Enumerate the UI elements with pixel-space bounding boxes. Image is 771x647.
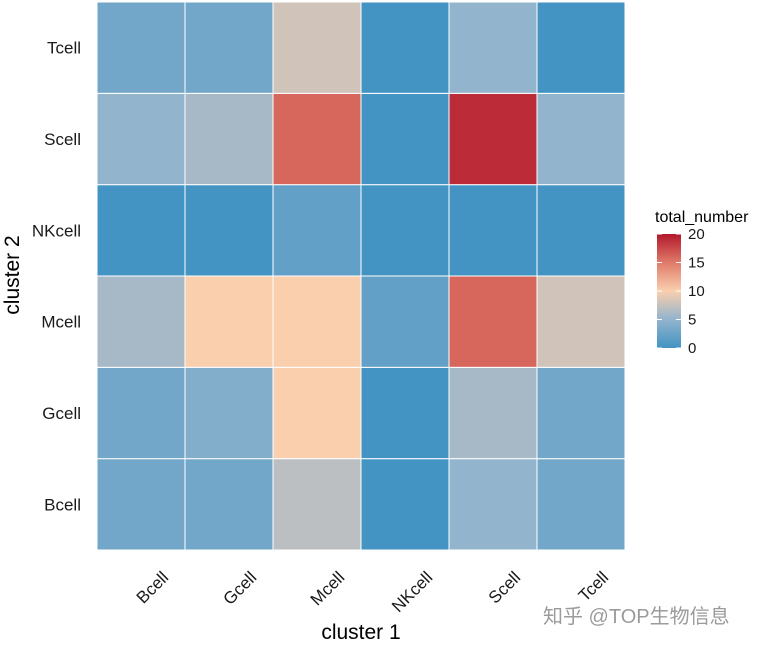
y-axis-ticks: Bcell Gcell Mcell NKcell Scell Tcell [32,39,81,515]
y-tick-label: Gcell [42,404,81,423]
heatmap-cell-tcell-nkcell [536,184,626,277]
legend-tick-label: 10 [688,283,705,300]
heatmap-cell-tcell-bcell [536,458,626,551]
legend-ticks: 0 5 10 15 20 [657,226,705,357]
y-tick-label: NKcell [32,221,81,240]
y-tick-label: Tcell [47,39,81,58]
heatmap-cell-bcell-mcell [96,275,186,368]
y-tick-label: Bcell [44,495,81,514]
heatmap-cell-mcell-scell [272,92,362,186]
heatmap-cell-tcell-tcell [536,1,626,94]
heatmap-cell-mcell-tcell [272,1,362,94]
x-tick-label: Bcell [133,568,172,607]
heatmap-cell-mcell-gcell [272,366,362,460]
heatmap-cell-gcell-scell [184,92,274,186]
heatmap-cell-nkcell-gcell [360,366,450,460]
heatmap-cell-tcell-gcell [536,366,626,460]
x-tick-label: Mcell [307,568,348,609]
heatmap-cell-gcell-tcell [184,1,274,94]
heatmap-cell-nkcell-bcell [360,458,450,551]
heatmap-cell-tcell-mcell [536,275,626,368]
x-tick-label: Gcell [219,568,260,609]
heatmap-cell-scell-nkcell [448,184,538,277]
heatmap-cell-bcell-gcell [96,366,186,460]
heatmap-cell-scell-mcell [448,275,538,368]
heatmap-cell-mcell-bcell [272,458,362,551]
heatmap-cell-gcell-gcell [184,366,274,460]
y-axis-title: cluster 2 [1,235,24,314]
x-axis-title: cluster 1 [321,621,400,644]
y-tick-label: Scell [44,130,81,149]
heatmap-cell-mcell-mcell [272,275,362,368]
legend-tick-label: 15 [688,255,705,272]
legend-tick-label: 0 [688,340,696,357]
heatmap-cell-tcell-scell [536,92,626,186]
heatmap-cells [96,1,626,551]
heatmap-cell-nkcell-nkcell [360,184,450,277]
legend-title: total_number [655,209,749,226]
heatmap-cell-bcell-scell [96,92,186,186]
heatmap-cell-scell-scell [448,92,538,186]
heatmap-cell-bcell-tcell [96,1,186,94]
heatmap-cell-bcell-bcell [96,458,186,551]
x-tick-label: NKcell [388,568,436,616]
heatmap-cell-gcell-bcell [184,458,274,551]
watermark: 知乎 @TOP生物信息 [543,606,730,628]
heatmap-cell-scell-tcell [448,1,538,94]
heatmap-cell-bcell-nkcell [96,184,186,277]
heatmap-cell-scell-bcell [448,458,538,551]
heatmap-cell-scell-gcell [448,366,538,460]
heatmap-cell-gcell-mcell [184,275,274,368]
x-axis-ticks: Bcell Gcell Mcell NKcell Scell Tcell [133,568,612,616]
y-tick-label: Mcell [41,313,81,332]
heatmap-cell-nkcell-scell [360,92,450,186]
heatmap-cell-nkcell-tcell [360,1,450,94]
legend-tick-label: 20 [688,226,705,243]
heatmap-cell-mcell-nkcell [272,184,362,277]
heatmap-cell-gcell-nkcell [184,184,274,277]
heatmap-cell-nkcell-mcell [360,275,450,368]
x-tick-label: Scell [485,568,524,607]
legend: total_number 0 5 10 15 20 [655,209,749,357]
legend-tick-label: 5 [688,312,696,329]
